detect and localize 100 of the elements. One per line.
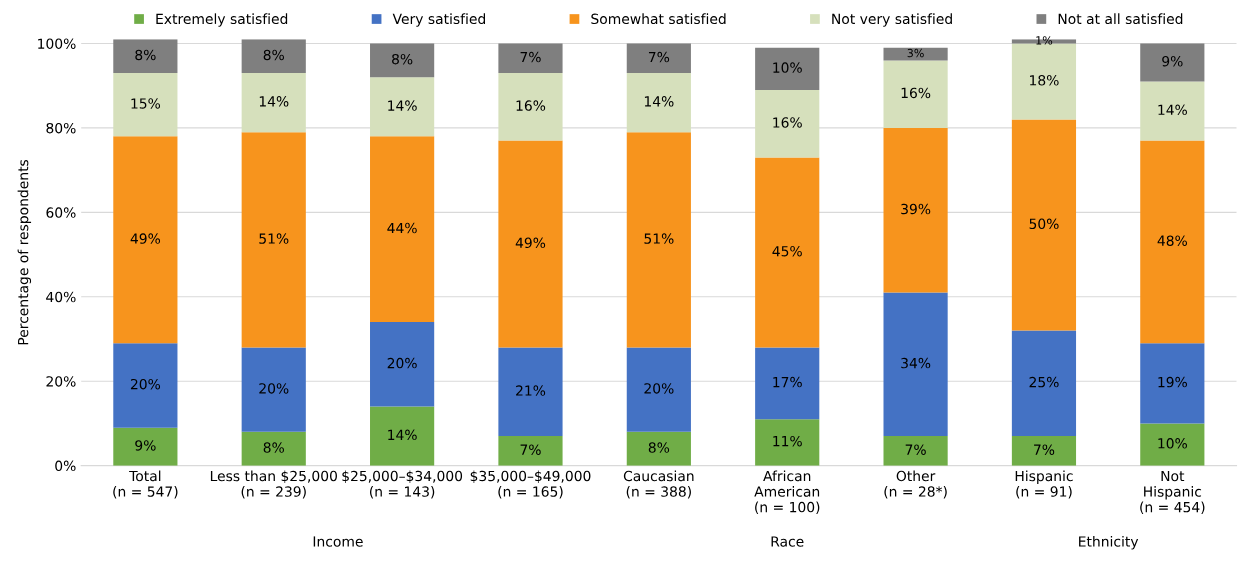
legend-label: Not very satisfied bbox=[832, 13, 952, 27]
text: Ethnicity bbox=[1079, 535, 1139, 550]
data-label: 21% bbox=[516, 385, 546, 396]
bar bbox=[883, 60, 948, 128]
bar bbox=[113, 427, 178, 466]
x-tick-label: Not Hispanic (n = 454) bbox=[1140, 470, 1205, 514]
bar bbox=[241, 39, 306, 74]
data-label: 18% bbox=[1030, 75, 1059, 86]
bar bbox=[498, 43, 563, 74]
data-label: 25% bbox=[1029, 376, 1059, 388]
data-label: 8% bbox=[392, 53, 413, 65]
data-label: 20% bbox=[387, 357, 417, 369]
x-tick-label: Other (n = 28*) bbox=[884, 470, 947, 499]
bar bbox=[241, 132, 306, 348]
data-label: 14% bbox=[388, 429, 417, 441]
bar bbox=[1140, 423, 1205, 466]
bar bbox=[498, 73, 563, 141]
data-label: 50% bbox=[1029, 218, 1059, 230]
data-label: 44% bbox=[387, 222, 417, 234]
y-tick-label: 40% bbox=[46, 291, 76, 303]
bar bbox=[370, 406, 435, 466]
bar bbox=[1011, 330, 1077, 437]
data-label: 34% bbox=[901, 357, 931, 369]
data-label: 14% bbox=[644, 96, 674, 107]
data-label: 8% bbox=[648, 442, 670, 453]
y-tick-label: 60% bbox=[46, 207, 76, 218]
bar bbox=[626, 132, 691, 348]
y-tick-label: 100% bbox=[38, 38, 76, 49]
x-tick-label: Total (n = 547) bbox=[113, 470, 178, 499]
bar bbox=[755, 157, 820, 348]
data-label: 14% bbox=[259, 96, 289, 107]
bar bbox=[241, 431, 306, 466]
legend-label: Extremely satisfied bbox=[156, 13, 288, 27]
data-label: 51% bbox=[259, 233, 289, 244]
bar bbox=[498, 347, 563, 437]
legend-label: Very satisfied bbox=[392, 13, 485, 27]
data-label: 16% bbox=[773, 117, 802, 128]
data-label: 14% bbox=[388, 100, 417, 111]
bar bbox=[370, 322, 435, 407]
data-label: 8% bbox=[263, 49, 284, 61]
bar bbox=[370, 136, 435, 323]
bar bbox=[113, 343, 178, 428]
bar bbox=[370, 77, 435, 137]
bar bbox=[498, 436, 563, 466]
bar bbox=[883, 292, 948, 437]
bar bbox=[241, 347, 306, 432]
bar bbox=[1011, 119, 1077, 331]
bar bbox=[626, 43, 691, 74]
x-tick-label: Less than $25,000 (n = 239) bbox=[210, 470, 337, 499]
bar bbox=[1140, 140, 1205, 344]
data-label: 10% bbox=[1158, 438, 1187, 449]
data-label: 8% bbox=[263, 442, 284, 453]
bar bbox=[883, 47, 948, 61]
data-label: 15% bbox=[131, 98, 161, 109]
data-label: 11% bbox=[773, 435, 802, 447]
bar bbox=[113, 39, 178, 74]
x-tick-label: $25,000–$34,000 (n = 143) bbox=[342, 470, 463, 499]
bar bbox=[626, 73, 691, 133]
data-label: 49% bbox=[130, 233, 161, 244]
data-label: 7% bbox=[520, 51, 541, 63]
bar bbox=[113, 136, 178, 344]
data-label: 17% bbox=[773, 376, 802, 388]
data-label: 51% bbox=[644, 233, 674, 244]
text: Income bbox=[313, 536, 363, 547]
data-label: 48% bbox=[1157, 235, 1187, 246]
data-label: 10% bbox=[773, 62, 802, 73]
data-label: 7% bbox=[520, 444, 541, 455]
x-tick-label: $35,000–$49,000 (n = 165) bbox=[470, 470, 591, 499]
bar bbox=[1140, 343, 1205, 424]
bar bbox=[1140, 43, 1205, 82]
data-label: 7% bbox=[1034, 444, 1055, 455]
bar bbox=[755, 89, 820, 158]
y-axis-title: Percentage of respondents bbox=[17, 159, 32, 345]
data-label: 16% bbox=[901, 87, 931, 99]
data-label: 49% bbox=[515, 237, 546, 249]
bar bbox=[626, 431, 691, 466]
y-tick-label: 0% bbox=[55, 460, 76, 472]
bar bbox=[113, 73, 178, 137]
bar bbox=[755, 347, 820, 420]
y-tick-label: 20% bbox=[46, 376, 76, 387]
data-label: 19% bbox=[1158, 376, 1187, 388]
data-label: 20% bbox=[130, 378, 161, 390]
bar bbox=[626, 347, 691, 432]
data-label: 3% bbox=[907, 48, 924, 58]
x-tick-label: Hispanic (n = 91) bbox=[1015, 470, 1073, 499]
x-tick-label: African American (n = 100) bbox=[754, 470, 820, 514]
data-label: 39% bbox=[901, 203, 931, 215]
data-label: 9% bbox=[135, 440, 156, 451]
text: Race bbox=[771, 536, 804, 547]
bar bbox=[241, 73, 306, 133]
y-tick-label: 80% bbox=[46, 122, 76, 134]
data-label: 7% bbox=[905, 444, 926, 455]
data-label: 16% bbox=[516, 100, 546, 111]
bar bbox=[883, 127, 948, 293]
x-tick-label: Caucasian (n = 388) bbox=[623, 470, 694, 499]
bar bbox=[1011, 43, 1077, 120]
bar bbox=[1140, 81, 1205, 141]
data-label: 9% bbox=[1162, 56, 1183, 67]
legend-label: Somewhat satisfied bbox=[591, 13, 726, 25]
bar bbox=[1011, 436, 1077, 466]
